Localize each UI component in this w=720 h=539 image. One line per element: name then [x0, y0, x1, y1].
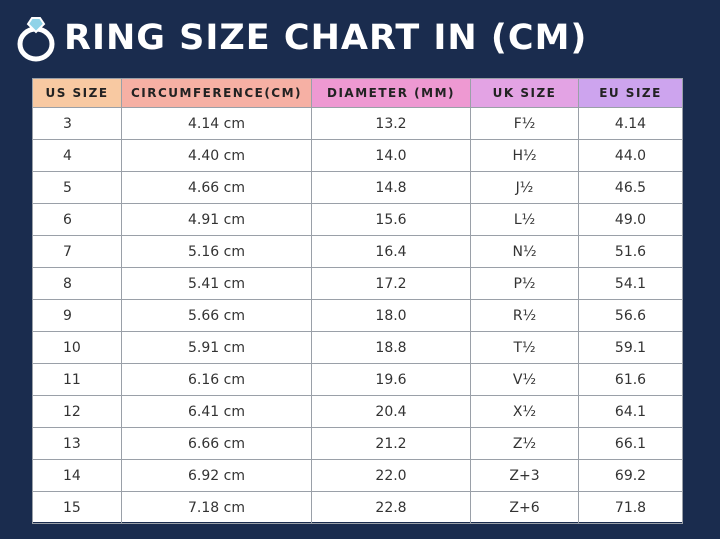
circumference-cell: 5.41 cm	[121, 267, 312, 300]
diameter-cell: 14.8	[311, 171, 471, 204]
eu-size-cell: 46.5	[578, 171, 683, 204]
eu-size-cell: 54.1	[578, 267, 683, 300]
table-row: 11 6.16 cm 19.6 V½ 61.6	[32, 363, 683, 396]
eu-size-cell: 51.6	[578, 235, 683, 268]
table-row: 8 5.41 cm 17.2 P½ 54.1	[32, 267, 683, 300]
us-size-cell: 14	[32, 459, 122, 492]
us-size-cell: 5	[32, 171, 122, 204]
diameter-cell: 15.6	[311, 203, 471, 236]
diameter-cell: 21.2	[311, 427, 471, 460]
diameter-cell: 13.2	[311, 107, 471, 140]
circumference-cell: 4.66 cm	[121, 171, 312, 204]
circumference-cell: 6.16 cm	[121, 363, 312, 396]
circumference-cell: 6.41 cm	[121, 395, 312, 428]
diameter-cell: 22.8	[311, 491, 471, 524]
table-row: 4 4.40 cm 14.0 H½ 44.0	[32, 139, 683, 172]
uk-size-cell: R½	[470, 299, 579, 332]
eu-size-cell: 66.1	[578, 427, 683, 460]
us-size-cell: 6	[32, 203, 122, 236]
header-diameter: DIAMETER (MM)	[311, 78, 471, 108]
us-size-cell: 10	[32, 331, 122, 364]
uk-size-cell: H½	[470, 139, 579, 172]
diameter-cell: 20.4	[311, 395, 471, 428]
uk-size-cell: Z½	[470, 427, 579, 460]
uk-size-cell: L½	[470, 203, 579, 236]
table-row: 10 5.91 cm 18.8 T½ 59.1	[32, 331, 683, 364]
ring-size-table-container: US SIZE CIRCUMFERENCE(CM) DIAMETER (MM) …	[32, 78, 683, 524]
uk-size-cell: X½	[470, 395, 579, 428]
eu-size-cell: 69.2	[578, 459, 683, 492]
table-row: 3 4.14 cm 13.2 F½ 4.14	[32, 107, 683, 140]
page-title: RING SIZE CHART IN (CM)	[64, 18, 588, 58]
uk-size-cell: Z+6	[470, 491, 579, 524]
circumference-cell: 7.18 cm	[121, 491, 312, 524]
diameter-cell: 18.8	[311, 331, 471, 364]
table-row: 13 6.66 cm 21.2 Z½ 66.1	[32, 427, 683, 460]
table-row: 6 4.91 cm 15.6 L½ 49.0	[32, 203, 683, 236]
us-size-cell: 7	[32, 235, 122, 268]
eu-size-cell: 56.6	[578, 299, 683, 332]
eu-size-cell: 61.6	[578, 363, 683, 396]
diameter-cell: 18.0	[311, 299, 471, 332]
uk-size-cell: F½	[470, 107, 579, 140]
us-size-cell: 13	[32, 427, 122, 460]
circumference-cell: 6.92 cm	[121, 459, 312, 492]
us-size-cell: 3	[32, 107, 122, 140]
diameter-cell: 17.2	[311, 267, 471, 300]
uk-size-cell: P½	[470, 267, 579, 300]
table-row: 12 6.41 cm 20.4 X½ 64.1	[32, 395, 683, 428]
us-size-cell: 8	[32, 267, 122, 300]
eu-size-cell: 59.1	[578, 331, 683, 364]
eu-size-cell: 4.14	[578, 107, 683, 140]
diameter-cell: 14.0	[311, 139, 471, 172]
us-size-cell: 15	[32, 491, 122, 524]
table-row: 7 5.16 cm 16.4 N½ 51.6	[32, 235, 683, 268]
diameter-cell: 19.6	[311, 363, 471, 396]
us-size-cell: 9	[32, 299, 122, 332]
circumference-cell: 5.91 cm	[121, 331, 312, 364]
eu-size-cell: 44.0	[578, 139, 683, 172]
table-row: 14 6.92 cm 22.0 Z+3 69.2	[32, 459, 683, 492]
circumference-cell: 4.40 cm	[121, 139, 312, 172]
uk-size-cell: Z+3	[470, 459, 579, 492]
header-uk-size: UK SIZE	[470, 78, 579, 108]
circumference-cell: 4.14 cm	[121, 107, 312, 140]
table-row: 9 5.66 cm 18.0 R½ 56.6	[32, 299, 683, 332]
diameter-cell: 22.0	[311, 459, 471, 492]
header-us-size: US SIZE	[32, 78, 122, 108]
ring-size-table: US SIZE CIRCUMFERENCE(CM) DIAMETER (MM) …	[32, 78, 683, 524]
table-header-row: US SIZE CIRCUMFERENCE(CM) DIAMETER (MM) …	[32, 78, 683, 108]
circumference-cell: 5.66 cm	[121, 299, 312, 332]
ring-icon	[17, 17, 55, 62]
header-circumference: CIRCUMFERENCE(CM)	[121, 78, 312, 108]
table-body: 3 4.14 cm 13.2 F½ 4.14 4 4.40 cm 14.0 H½ 44.0 5 4.6…	[32, 107, 683, 524]
diameter-cell: 16.4	[311, 235, 471, 268]
page-header: RING SIZE CHART IN (CM)	[0, 0, 720, 76]
us-size-cell: 11	[32, 363, 122, 396]
eu-size-cell: 49.0	[578, 203, 683, 236]
table-row: 15 7.18 cm 22.8 Z+6 71.8	[32, 491, 683, 524]
eu-size-cell: 71.8	[578, 491, 683, 524]
us-size-cell: 12	[32, 395, 122, 428]
us-size-cell: 4	[32, 139, 122, 172]
uk-size-cell: N½	[470, 235, 579, 268]
uk-size-cell: T½	[470, 331, 579, 364]
table-row: 5 4.66 cm 14.8 J½ 46.5	[32, 171, 683, 204]
circumference-cell: 4.91 cm	[121, 203, 312, 236]
eu-size-cell: 64.1	[578, 395, 683, 428]
uk-size-cell: V½	[470, 363, 579, 396]
circumference-cell: 6.66 cm	[121, 427, 312, 460]
circumference-cell: 5.16 cm	[121, 235, 312, 268]
uk-size-cell: J½	[470, 171, 579, 204]
header-eu-size: EU SIZE	[578, 78, 683, 108]
